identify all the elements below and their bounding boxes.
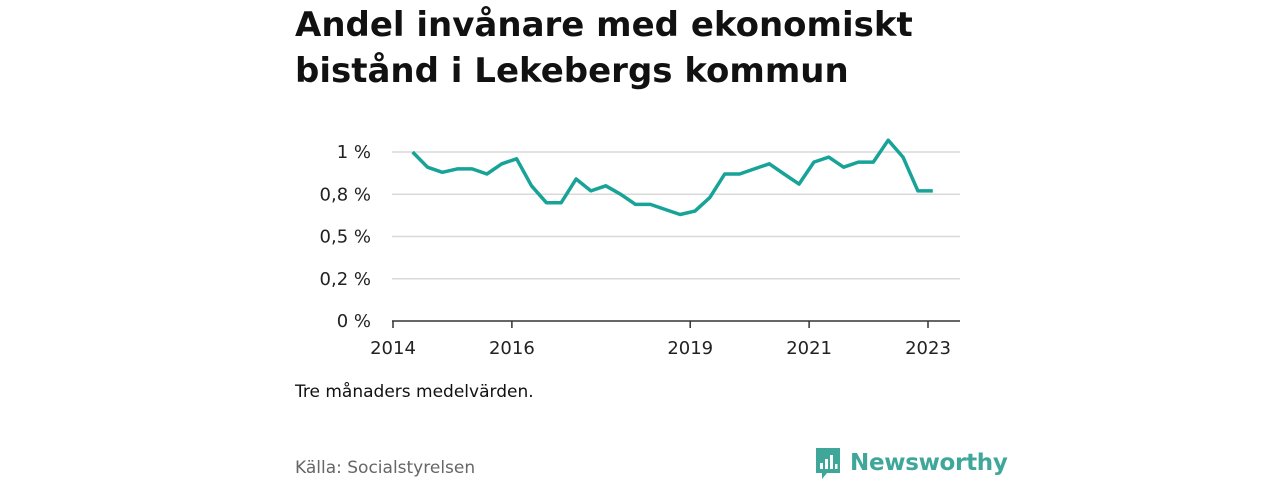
x-axis-ticks: 2014 2016 2019 2021 2023 bbox=[370, 321, 951, 359]
chart-title: Andel invånare med ekonomiskt bistånd i … bbox=[295, 5, 913, 91]
chart-note: Tre månaders medelvärden. bbox=[295, 382, 534, 402]
brand-logo: Newsworthy bbox=[814, 446, 1008, 480]
x-tick-label: 2019 bbox=[667, 338, 713, 359]
brand-name: Newsworthy bbox=[850, 450, 1008, 476]
grid-lines bbox=[392, 151, 960, 280]
y-tick-label: 0,2 % bbox=[320, 269, 371, 290]
newsworthy-logo-icon bbox=[816, 448, 840, 479]
series-line-0 bbox=[411, 138, 933, 217]
y-tick-label: 0 % bbox=[337, 311, 371, 332]
x-tick-label: 2016 bbox=[489, 338, 535, 359]
x-tick-label: 2021 bbox=[786, 338, 832, 359]
y-axis-ticks: 0 % 0,2 % 0,5 % 0,8 % 1 % bbox=[320, 142, 371, 332]
y-tick-label: 1 % bbox=[337, 142, 371, 163]
line-chart: 0 %0,2 %0,5 %0,8 %1 % 2014 2016 2019 2021 20… bbox=[320, 138, 960, 359]
series-layer bbox=[411, 138, 933, 217]
x-tick-label: 2023 bbox=[905, 338, 951, 359]
source-text: Källa: Socialstyrelsen bbox=[295, 458, 476, 478]
y-tick-label: 0,8 % bbox=[320, 184, 371, 205]
y-tick-label: 0,5 % bbox=[320, 227, 371, 248]
x-tick-label: 2014 bbox=[370, 338, 416, 359]
